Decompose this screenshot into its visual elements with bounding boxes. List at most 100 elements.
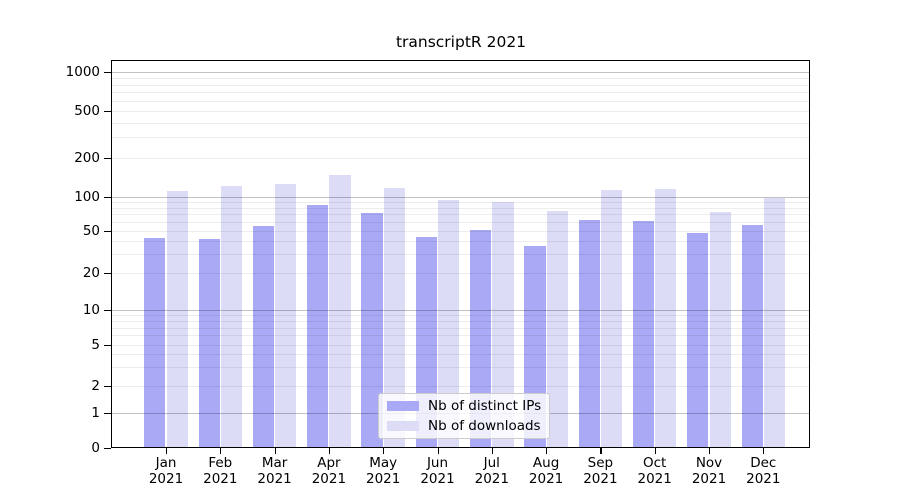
gridline-minor <box>111 254 810 256</box>
y-tick-label: 10 <box>82 302 100 318</box>
gridline-minor <box>111 122 810 124</box>
y-tick-label: 1000 <box>65 64 100 80</box>
x-tick-mark <box>220 447 222 454</box>
bar-apr-downloads <box>329 174 351 448</box>
gridline-minor <box>111 221 810 223</box>
gridline-minor <box>111 214 810 216</box>
x-tick-mark <box>437 447 439 454</box>
x-tick-label-apr: Apr 2021 <box>311 454 347 487</box>
gridline-minor <box>111 354 810 356</box>
bar-jan-downloads <box>166 191 188 448</box>
y-tick-mark <box>104 385 111 387</box>
y-tick-label: 1 <box>91 405 100 421</box>
legend-swatch-downloads <box>387 421 419 431</box>
gridline-minor <box>111 344 810 346</box>
x-tick-mark <box>274 447 276 454</box>
bar-sep-downloads <box>600 189 623 448</box>
bar-sep-ips <box>578 219 600 448</box>
y-tick-mark <box>104 111 111 113</box>
gridline-minor <box>111 335 810 337</box>
bar-jan-ips <box>144 237 166 448</box>
gridline-minor <box>111 315 810 317</box>
gridline-minor <box>111 321 810 323</box>
gridline-minor <box>111 84 810 86</box>
x-tick-mark <box>709 447 711 454</box>
legend-item-distinct-ips: Nb of distinct IPs <box>387 398 541 414</box>
bar-may-ips <box>361 212 383 448</box>
y-tick-label: 200 <box>74 150 100 167</box>
legend-item-downloads: Nb of downloads <box>387 418 541 434</box>
bar-aug-downloads <box>546 210 568 448</box>
bar-dec-ips <box>741 225 763 448</box>
x-tick-mark <box>763 447 765 454</box>
bar-oct-downloads <box>655 188 677 448</box>
gridline-minor <box>111 241 810 243</box>
y-tick-mark <box>104 310 111 312</box>
x-tick-label-jun: Jun 2021 <box>420 454 455 487</box>
y-tick-mark <box>104 413 111 415</box>
x-tick-label-jul: Jul 2021 <box>474 454 509 487</box>
x-tick-label-sep: Sep 2021 <box>583 454 618 487</box>
gridline-minor <box>111 137 810 139</box>
bar-apr-ips <box>307 205 329 448</box>
x-tick-label-may: May 2021 <box>366 454 401 487</box>
y-tick-mark <box>104 344 111 346</box>
y-tick-label: 500 <box>74 103 100 119</box>
bar-oct-ips <box>632 221 655 448</box>
x-tick-label-jan: Jan 2021 <box>148 454 184 487</box>
x-tick-mark <box>383 447 385 454</box>
x-tick-mark <box>600 447 602 454</box>
y-tick-mark <box>104 196 111 198</box>
bar-jul-downloads <box>492 202 514 448</box>
y-tick-label: 50 <box>82 223 100 239</box>
legend-swatch-distinct-ips <box>387 401 419 411</box>
y-tick-label: 5 <box>91 336 100 353</box>
legend-label-downloads: Nb of downloads <box>428 418 541 434</box>
gridline-minor <box>111 327 810 329</box>
bar-nov-downloads <box>709 212 731 448</box>
x-tick-mark <box>166 447 168 454</box>
gridline-minor <box>111 367 810 369</box>
bar-mar-ips <box>252 226 275 448</box>
y-tick-label: 20 <box>82 264 100 281</box>
x-tick-label-oct: Oct 2021 <box>637 454 672 487</box>
bar-may-downloads <box>383 187 405 448</box>
gridline-major <box>111 310 810 311</box>
x-tick-mark <box>546 447 548 454</box>
gridline-minor <box>111 111 810 112</box>
x-tick-label-dec: Dec 2021 <box>746 454 781 487</box>
gridline-minor <box>111 385 810 387</box>
x-tick-label-feb: Feb 2021 <box>203 454 238 487</box>
x-tick-mark <box>328 447 331 454</box>
gridline-minor <box>111 92 810 94</box>
gridline-minor <box>111 201 810 203</box>
x-tick-label-nov: Nov 2021 <box>691 454 727 487</box>
gridline-minor <box>111 100 810 102</box>
bar-mar-downloads <box>275 183 297 448</box>
y-tick-mark <box>104 231 111 233</box>
gridline-major <box>111 196 810 198</box>
chart-title: transcriptR 2021 <box>395 33 527 51</box>
gridline-minor <box>111 207 810 209</box>
bar-nov-ips <box>687 232 709 448</box>
bar-dec-downloads <box>763 198 786 448</box>
x-tick-mark <box>654 447 656 454</box>
x-tick-label-aug: Aug 2021 <box>528 454 564 487</box>
gridline-major <box>111 72 810 73</box>
bar-feb-downloads <box>220 185 243 448</box>
y-tick-mark <box>104 272 111 274</box>
y-tick-mark <box>104 158 111 160</box>
y-tick-label: 2 <box>91 377 100 394</box>
y-tick-label: 100 <box>74 188 100 205</box>
gridline-minor <box>111 272 810 274</box>
gridline-minor <box>111 158 810 160</box>
bar-feb-ips <box>198 238 220 448</box>
y-tick-label: 0 <box>91 439 100 456</box>
legend: Nb of distinct IPs Nb of downloads <box>378 393 550 439</box>
y-tick-mark <box>104 447 111 449</box>
bar-jun-downloads <box>438 199 460 448</box>
x-tick-label-mar: Mar 2021 <box>257 454 292 487</box>
y-tick-mark <box>104 72 111 74</box>
gridline-minor <box>111 231 810 232</box>
